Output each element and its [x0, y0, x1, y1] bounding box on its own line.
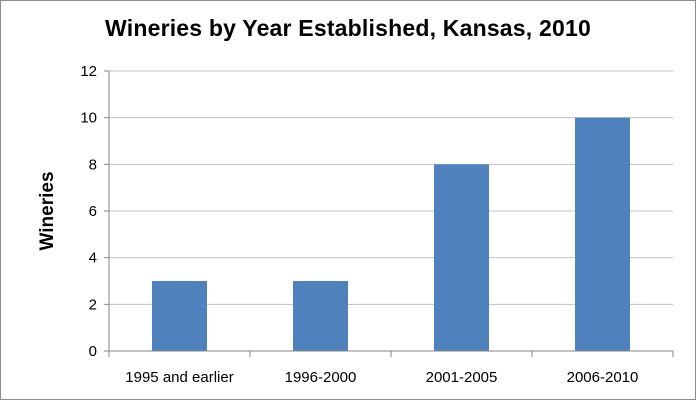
- bar-2001-2005: [434, 164, 489, 351]
- y-tick-label-10: 10: [80, 110, 97, 127]
- y-tick-label-0: 0: [89, 343, 97, 360]
- bar-1996-2000: [293, 281, 348, 351]
- x-tick-label-2001-2005: 2001-2005: [426, 369, 498, 386]
- bar-1995-and-earlier: [152, 281, 207, 351]
- y-tick-label-4: 4: [89, 250, 97, 267]
- x-tick-label-2006-2010: 2006-2010: [567, 369, 639, 386]
- bar-2006-2010: [575, 117, 630, 352]
- y-tick-label-2: 2: [89, 296, 97, 313]
- y-tick-label-8: 8: [89, 156, 97, 173]
- x-tick-label-1996-2000: 1996-2000: [285, 369, 357, 386]
- chart-title: Wineries by Year Established, Kansas, 20…: [105, 15, 591, 41]
- axes: [104, 70, 674, 357]
- x-tick-label-1995-and-earlier: 1995 and earlier: [125, 369, 233, 386]
- y-tick-label-6: 6: [89, 203, 97, 220]
- tick-labels: 0 2 4 6 8 10 12 1995 and earlier 1996-2000 2001-2…: [80, 63, 638, 386]
- y-tick-label-12: 12: [80, 63, 97, 80]
- bars: [152, 117, 630, 352]
- y-axis-title: Wineries: [37, 171, 58, 250]
